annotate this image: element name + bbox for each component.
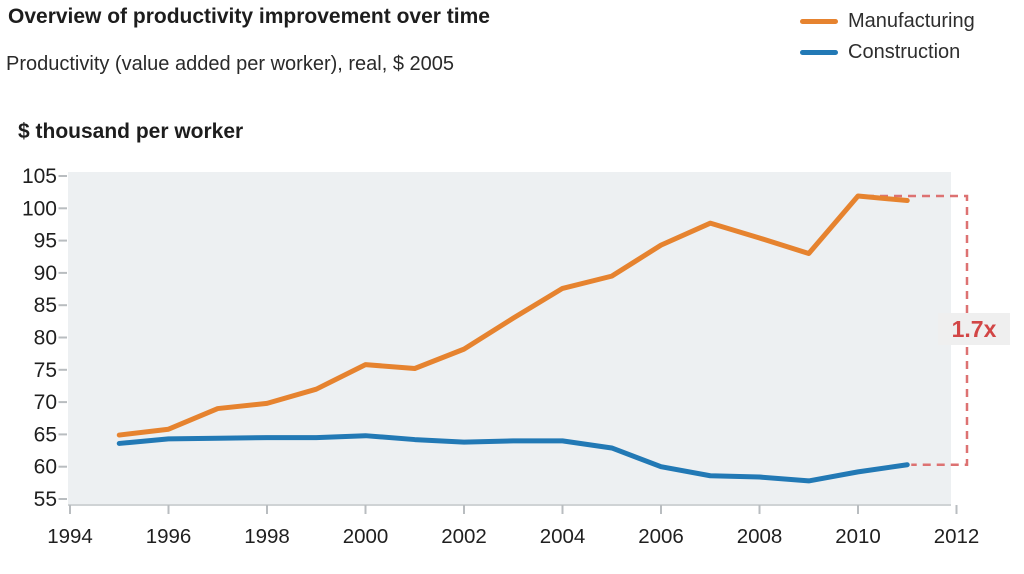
- plot-background: [68, 172, 951, 505]
- ratio-bracket-dashed-line: [866, 194, 969, 467]
- x-tick-label: 2002: [441, 525, 487, 548]
- y-axis-unit-label: $ thousand per worker: [18, 120, 244, 143]
- legend-label-manufacturing: Manufacturing: [848, 10, 975, 32]
- x-tick-label: 1998: [244, 525, 290, 548]
- manufacturing-line: [116, 193, 910, 438]
- y-tick-label: 75: [34, 359, 57, 382]
- y-tick-label: 100: [22, 197, 57, 220]
- y-tick-label: 95: [34, 230, 57, 253]
- x-tick-label: 1994: [47, 525, 93, 548]
- ratio-annotation: 1.7x: [938, 313, 1010, 345]
- legend-label-construction: Construction: [848, 41, 961, 63]
- manufacturing-line-swatch: [800, 19, 838, 24]
- x-tick-label: 2012: [934, 525, 980, 548]
- page-subtitle: Productivity (value added per worker), r…: [6, 53, 455, 75]
- y-tick-label: 85: [34, 294, 57, 317]
- legend: Manufacturing Construction: [800, 6, 975, 68]
- x-tick-label: 2004: [540, 525, 586, 548]
- x-tick-label: 1996: [146, 525, 192, 548]
- construction-line-swatch: [800, 50, 838, 55]
- y-tick-label: 70: [34, 391, 57, 414]
- construction-line: [116, 433, 910, 484]
- x-tick-label: 2008: [737, 525, 783, 548]
- y-tick-label: 90: [34, 262, 57, 285]
- y-tick-label: 65: [34, 423, 57, 446]
- y-tick-label: 80: [34, 327, 57, 350]
- y-tick-label: 60: [34, 456, 57, 479]
- legend-item-construction: Construction: [800, 37, 975, 68]
- y-tick-label: 55: [34, 488, 57, 511]
- x-tick-label: 2010: [835, 525, 881, 548]
- y-tick-label: 105: [22, 165, 57, 188]
- legend-item-manufacturing: Manufacturing: [800, 6, 975, 37]
- x-tick-label: 2000: [343, 525, 389, 548]
- page-title: Overview of productivity improvement ove…: [8, 5, 490, 28]
- x-tick-label: 2006: [638, 525, 684, 548]
